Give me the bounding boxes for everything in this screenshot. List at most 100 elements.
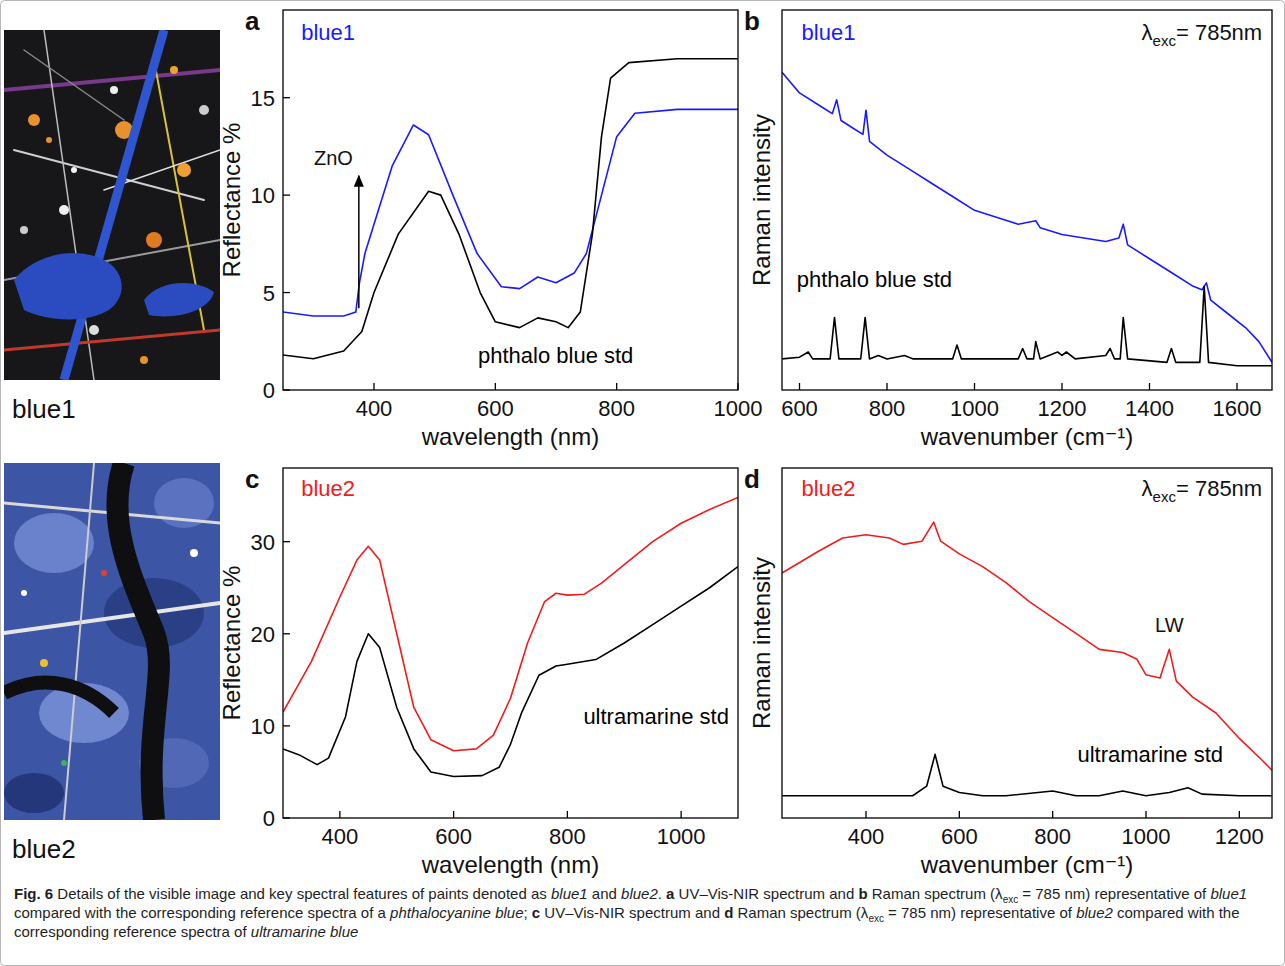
x-tick [373, 383, 374, 390]
x-tick-label: 600 [781, 396, 818, 421]
caption-run: phthalocyanine blue [390, 904, 523, 921]
annotation: ZnO [314, 147, 353, 169]
y-tick [283, 725, 290, 726]
x-tick-label: 1000 [950, 396, 999, 421]
x-tick [959, 811, 960, 818]
y-tick-label: 30 [251, 530, 275, 555]
x-tick-label: 600 [941, 824, 978, 849]
y-axis-title: Reflectance % [218, 123, 245, 278]
y-tick [283, 633, 290, 634]
plot-frame [283, 468, 738, 818]
y-tick-label: 5 [263, 281, 275, 306]
caption-run: a [666, 885, 674, 902]
series-label: blue1 [301, 20, 355, 45]
x-tick-label: 1000 [657, 824, 706, 849]
x-tick [865, 811, 866, 818]
x-tick-label: 1000 [1122, 824, 1171, 849]
x-tick [495, 383, 496, 390]
photo-detail [4, 603, 220, 633]
photo [4, 463, 220, 820]
caption-run: exc [1003, 894, 1019, 905]
x-tick-label: 800 [869, 396, 906, 421]
caption-run: compared with the corresponding referenc… [14, 904, 390, 921]
series-line [782, 522, 1272, 770]
x-tick-label: 400 [848, 824, 885, 849]
series-line [283, 109, 738, 316]
photo-detail [101, 570, 107, 576]
annotation-part: λ [1142, 476, 1153, 501]
figure-canvas: blue1 blue2 400 600 800 1000 0 5 10 15 blue1 phthal… [0, 0, 1285, 966]
x-tick-label: 1000 [714, 396, 763, 421]
y-tick-label: 0 [263, 378, 275, 403]
x-axis-title: wavelength (nm) [421, 423, 599, 450]
x-tick [1061, 383, 1062, 390]
photo-detail [24, 50, 124, 120]
series-label: blue1 [802, 20, 856, 45]
caption-run: and [588, 885, 621, 902]
x-tick-label: 400 [356, 396, 393, 421]
photo-detail [170, 66, 178, 74]
y-tick-label: 20 [251, 622, 275, 647]
photo-detail [64, 463, 94, 820]
caption-run: exc [868, 913, 884, 924]
panel-letter: b [744, 6, 760, 36]
x-tick [1145, 811, 1146, 818]
y-axis-title: Reflectance % [218, 566, 245, 721]
series-label: phthalo blue std [797, 267, 952, 292]
x-tick [339, 811, 340, 818]
x-tick [567, 811, 568, 818]
series-group [283, 59, 738, 359]
caption-run: d [724, 904, 733, 921]
x-axis-title: wavenumber (cm⁻¹) [920, 851, 1134, 878]
x-tick [680, 811, 681, 818]
x-axis-title: wavelength (nm) [421, 851, 599, 878]
series-label: blue2 [301, 476, 355, 501]
annotation: LW [1155, 614, 1184, 636]
caption-run: Raman spectrum (λ [868, 885, 1003, 902]
panel-letter: d [744, 464, 760, 494]
x-tick-label: 800 [1034, 824, 1071, 849]
photo-detail [40, 659, 48, 667]
photo-detail [44, 30, 94, 380]
x-tick-label: 400 [322, 824, 359, 849]
photo [4, 30, 220, 380]
panel-letter: c [245, 464, 259, 494]
caption-run: blue2 [621, 885, 658, 902]
panel: 40060080010000102030blue2ultramarine std… [218, 464, 738, 878]
photo-detail [59, 205, 69, 215]
caption-run: blue1 [551, 885, 588, 902]
plot-frame [782, 468, 1272, 818]
caption-run: = 785 nm) representative of [884, 904, 1076, 921]
annotation: λexc= 785nm [1142, 20, 1263, 49]
x-tick-label: 1200 [1215, 824, 1264, 849]
caption-run: Raman spectrum (λ [733, 904, 868, 921]
x-tick-label: 1400 [1125, 396, 1174, 421]
caption-run: = 785 nm) representative of [1018, 885, 1210, 902]
y-axis-title: Raman intensity [748, 557, 775, 729]
caption-run: blue2 [1076, 904, 1113, 921]
series-label: phthalo blue std [478, 343, 633, 368]
caption-run: blue1 [1210, 885, 1247, 902]
photo-detail [71, 167, 77, 173]
series-group [782, 522, 1272, 796]
annotation-part: λ [1142, 20, 1153, 45]
photo-detail [14, 253, 122, 320]
photo-detail [61, 760, 67, 766]
caption-run: Details of the visible image and key spe… [53, 885, 551, 902]
series-line [283, 497, 738, 750]
y-tick-label: 15 [251, 86, 275, 111]
panel: 6008001000120014001600blue1phthalo blue … [744, 6, 1272, 450]
series-label: ultramarine std [1077, 742, 1223, 767]
photo-detail [46, 137, 52, 143]
photo-background [4, 30, 220, 380]
annotation-part: exc [1153, 488, 1177, 505]
x-axis-title: wavenumber (cm⁻¹) [920, 423, 1134, 450]
annotation-arrow [358, 176, 360, 309]
photo-detail [144, 283, 214, 316]
series-label: blue2 [802, 476, 856, 501]
figure: blue1 blue2 400 600 800 1000 0 5 10 15 blue1 phthal… [0, 0, 1285, 966]
series-line [782, 286, 1272, 365]
panel: 400 600 800 1000 1200 blue2 ultramarine std λex… [744, 464, 1272, 878]
y-tick-label: 10 [251, 183, 275, 208]
x-tick-label: 1600 [1213, 396, 1262, 421]
